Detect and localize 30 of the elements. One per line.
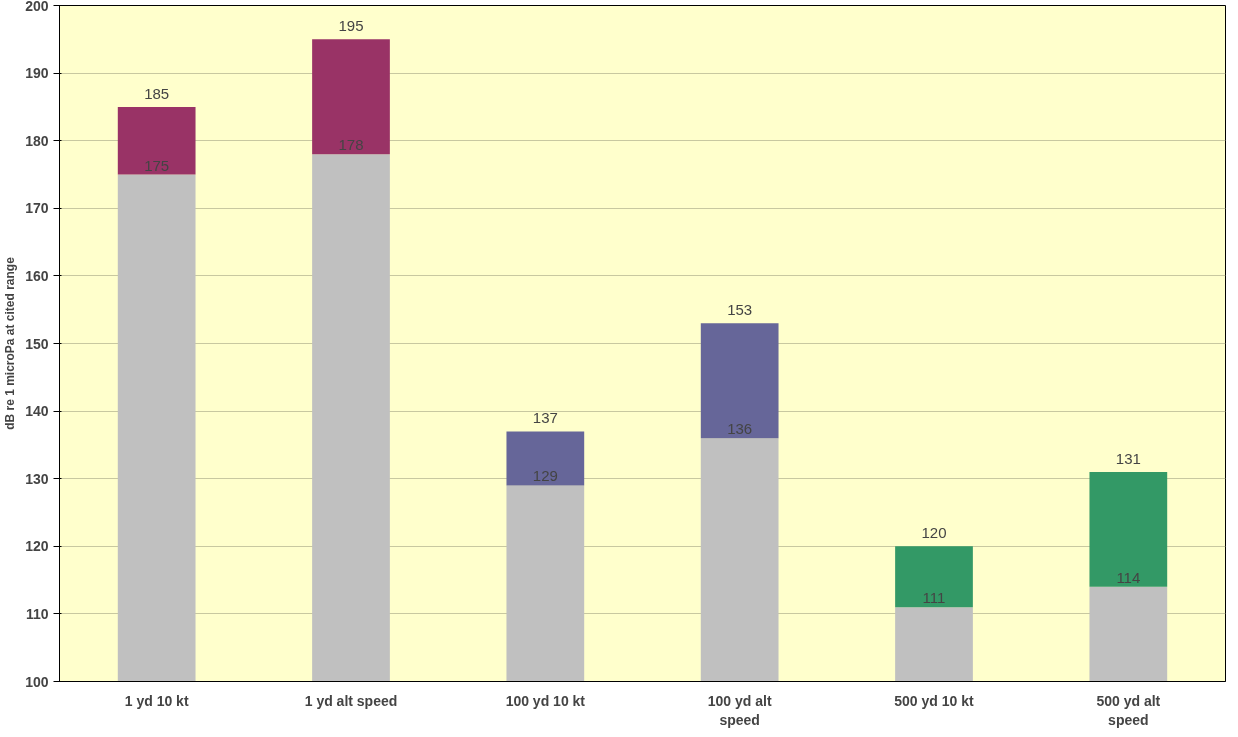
data-label: 114 bbox=[1116, 568, 1141, 586]
x-tick-label: 1 yd 10 kt bbox=[124, 692, 189, 709]
data-label: 129 bbox=[532, 467, 558, 485]
data-label: 136 bbox=[727, 420, 753, 438]
x-tick-label: 1 yd alt speed bbox=[304, 692, 398, 709]
x-tick-label: 500 yd alt speed bbox=[1096, 692, 1161, 728]
total-label: 185 bbox=[144, 84, 170, 102]
y-tick-label: 150 bbox=[25, 335, 49, 352]
y-tick-label: 100 bbox=[25, 673, 49, 690]
y-tick-label: 180 bbox=[25, 132, 49, 149]
total-label: 195 bbox=[338, 17, 364, 35]
y-tick-label: 160 bbox=[25, 267, 49, 284]
y-axis-title: dB re 1 microPa at cited range bbox=[3, 256, 18, 430]
y-tick-label: 170 bbox=[25, 200, 49, 217]
data-label: 178 bbox=[338, 136, 364, 154]
total-label: 120 bbox=[921, 524, 947, 542]
total-label: 131 bbox=[1115, 449, 1141, 467]
y-tick-label: 200 bbox=[25, 0, 49, 14]
y-tick-label: 190 bbox=[25, 65, 49, 82]
data-label: 111 bbox=[922, 589, 946, 607]
y-tick-label: 110 bbox=[25, 605, 49, 622]
total-label: 137 bbox=[532, 409, 558, 427]
x-tick-label: 500 yd 10 kt bbox=[894, 692, 975, 709]
x-tick-label: 100 yd 10 kt bbox=[505, 692, 586, 709]
y-tick-label: 120 bbox=[25, 538, 49, 555]
total-label: 153 bbox=[727, 301, 753, 319]
x-tick-label: 100 yd alt speed bbox=[707, 692, 772, 728]
y-tick-label: 140 bbox=[25, 403, 49, 420]
data-label: 175 bbox=[144, 156, 170, 174]
y-tick-label: 130 bbox=[25, 470, 49, 487]
